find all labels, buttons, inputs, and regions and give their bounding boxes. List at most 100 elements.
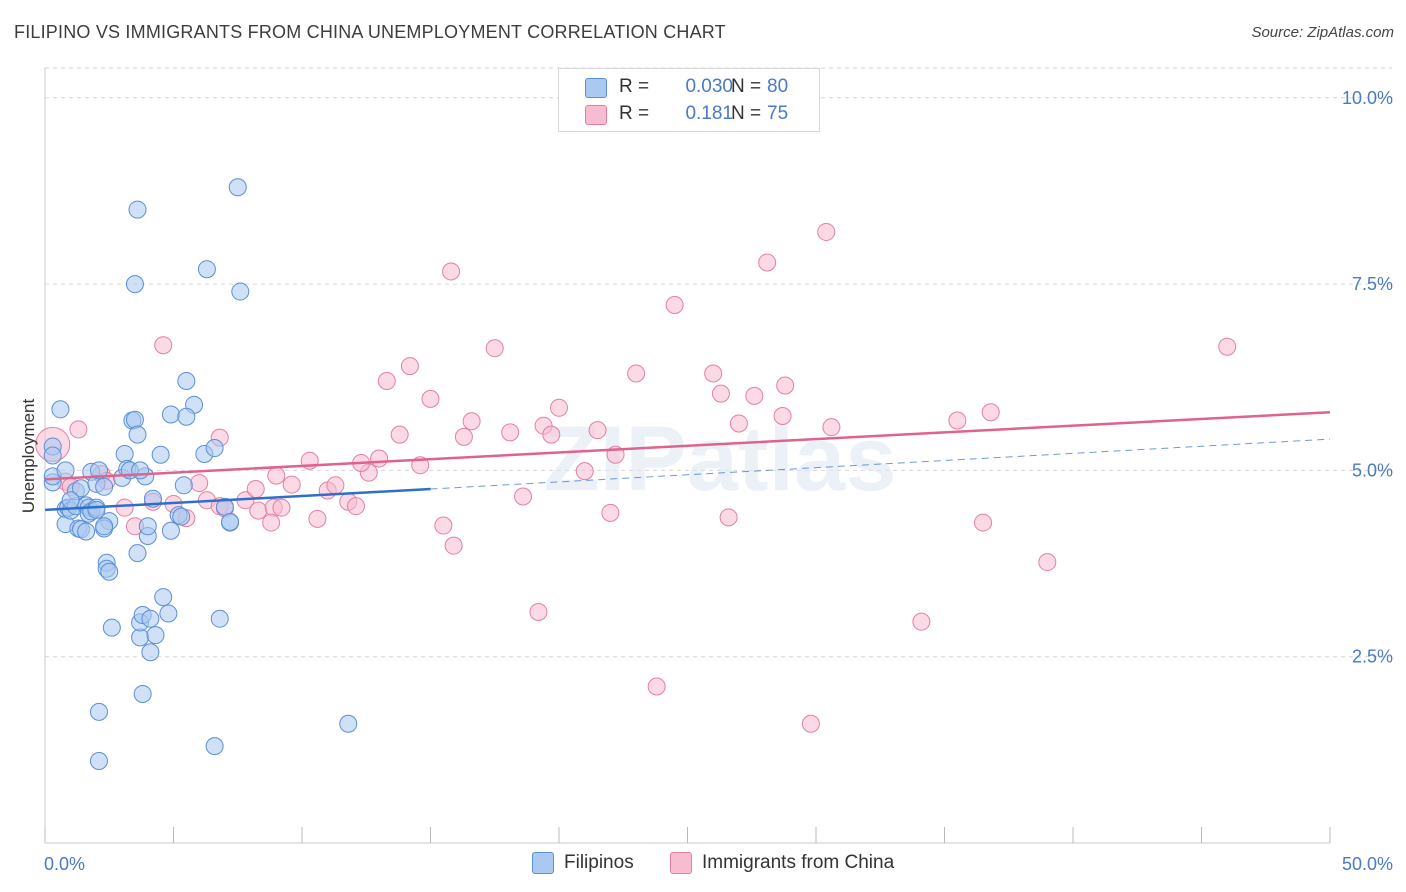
data-point-china <box>773 407 792 426</box>
data-point-china <box>346 497 365 516</box>
data-point-china <box>729 414 748 433</box>
y-tick-labels: 2.5% 5.0% 7.5% 10.0% <box>1342 88 1393 667</box>
data-point-filipinos <box>205 439 224 458</box>
data-point-china <box>627 364 646 383</box>
trend-line-filipinos-extension <box>430 438 1331 490</box>
data-point-china <box>370 449 389 468</box>
legend-r-value: 0.030 <box>685 76 733 97</box>
data-point-china <box>719 508 738 527</box>
data-point-china <box>704 364 723 383</box>
legend-r-value: 0.181 <box>685 103 733 124</box>
data-point-china <box>801 714 820 733</box>
data-point-filipinos <box>177 407 196 426</box>
data-point-filipinos <box>151 445 170 464</box>
data-point-filipinos <box>177 371 196 390</box>
data-point-filipinos <box>159 604 178 623</box>
data-point-filipinos <box>138 517 157 536</box>
data-point-filipinos <box>128 200 147 219</box>
data-point-china <box>588 421 607 440</box>
data-point-china <box>308 509 327 528</box>
y-tick-label: 2.5% <box>1352 647 1393 667</box>
data-point-china <box>115 498 134 517</box>
data-point-filipinos <box>115 445 134 464</box>
data-point-china <box>272 498 291 517</box>
legend-r-label: R = <box>619 103 650 124</box>
x-tick-label: 50.0% <box>1342 854 1393 874</box>
data-point-filipinos <box>197 260 216 279</box>
legend-n-value: 75 <box>767 103 789 124</box>
data-point-china <box>501 423 520 442</box>
data-point-filipinos <box>125 275 144 294</box>
data-point-filipinos <box>89 702 108 721</box>
data-point-filipinos <box>210 609 229 628</box>
correlation-legend: R = 0.030 N = 80 R = 0.181 N = 75 <box>558 68 820 132</box>
data-point-china <box>326 476 345 495</box>
data-point-china <box>282 475 301 494</box>
data-point-china <box>154 336 173 355</box>
data-point-china <box>711 384 730 403</box>
legend-label-immigrants-from-china: Immigrants from China <box>702 852 895 873</box>
data-point-filipinos <box>231 282 250 301</box>
data-point-china <box>262 513 281 532</box>
data-point-china <box>776 376 795 395</box>
data-point-china <box>421 389 440 408</box>
data-point-filipinos <box>89 461 108 480</box>
data-point-china <box>454 427 473 446</box>
data-point-china <box>948 411 967 430</box>
data-point-china <box>575 462 594 481</box>
legend-item-filipinos: Filipinos <box>532 852 634 874</box>
data-point-china <box>485 339 504 358</box>
data-point-china <box>444 536 463 555</box>
legend-n-value: 80 <box>767 76 789 97</box>
data-point-filipinos <box>95 517 114 536</box>
y-tick-label: 5.0% <box>1352 460 1393 480</box>
source-credit: Source: ZipAtlas.com <box>1251 24 1394 41</box>
filipinos-swatch-icon <box>532 852 554 874</box>
data-point-filipinos <box>128 425 147 444</box>
data-point-filipinos <box>125 410 144 429</box>
trend-line-filipinos <box>44 487 431 512</box>
data-point-china <box>542 425 561 444</box>
data-point-china <box>434 516 453 535</box>
data-point-china <box>249 501 268 520</box>
data-point-filipinos <box>43 446 62 465</box>
data-point-filipinos <box>141 609 160 628</box>
series-filipinos <box>43 178 358 771</box>
data-point-china <box>912 612 931 631</box>
data-point-china <box>981 403 1000 422</box>
data-point-filipinos <box>339 714 358 733</box>
data-point-china <box>665 295 684 314</box>
data-point-china <box>390 425 409 444</box>
legend-item-immigrants-from-china: Immigrants from China <box>670 852 894 874</box>
data-point-filipinos <box>100 562 119 581</box>
data-point-filipinos <box>77 522 96 541</box>
data-point-filipinos <box>95 477 114 496</box>
data-point-china <box>550 398 568 417</box>
data-point-filipinos <box>89 752 108 771</box>
china-swatch-icon <box>585 105 607 125</box>
trend-line-china <box>44 411 1331 481</box>
data-point-china <box>758 253 777 272</box>
data-point-filipinos <box>161 405 180 424</box>
data-point-filipinos <box>161 521 180 540</box>
data-point-china <box>529 602 548 621</box>
x-tick-labels: 0.0% 50.0% <box>44 854 1393 874</box>
data-point-filipinos <box>61 491 80 510</box>
data-point-china <box>267 466 286 485</box>
data-point-china <box>377 371 396 390</box>
data-point-filipinos <box>102 618 121 637</box>
data-point-china <box>822 418 841 437</box>
data-point-china <box>1038 553 1057 572</box>
data-point-filipinos <box>133 684 152 703</box>
data-point-china <box>462 412 481 431</box>
data-point-filipinos <box>205 737 224 756</box>
data-point-china <box>647 677 666 696</box>
data-point-china <box>745 386 764 405</box>
data-point-china <box>190 474 209 493</box>
data-point-china <box>400 357 419 376</box>
legend-n-label: N = <box>731 103 762 124</box>
data-point-filipinos <box>228 178 247 197</box>
y-tick-label: 7.5% <box>1352 274 1393 294</box>
legend-r-label: R = <box>619 76 650 97</box>
legend-n-label: N = <box>731 76 762 97</box>
